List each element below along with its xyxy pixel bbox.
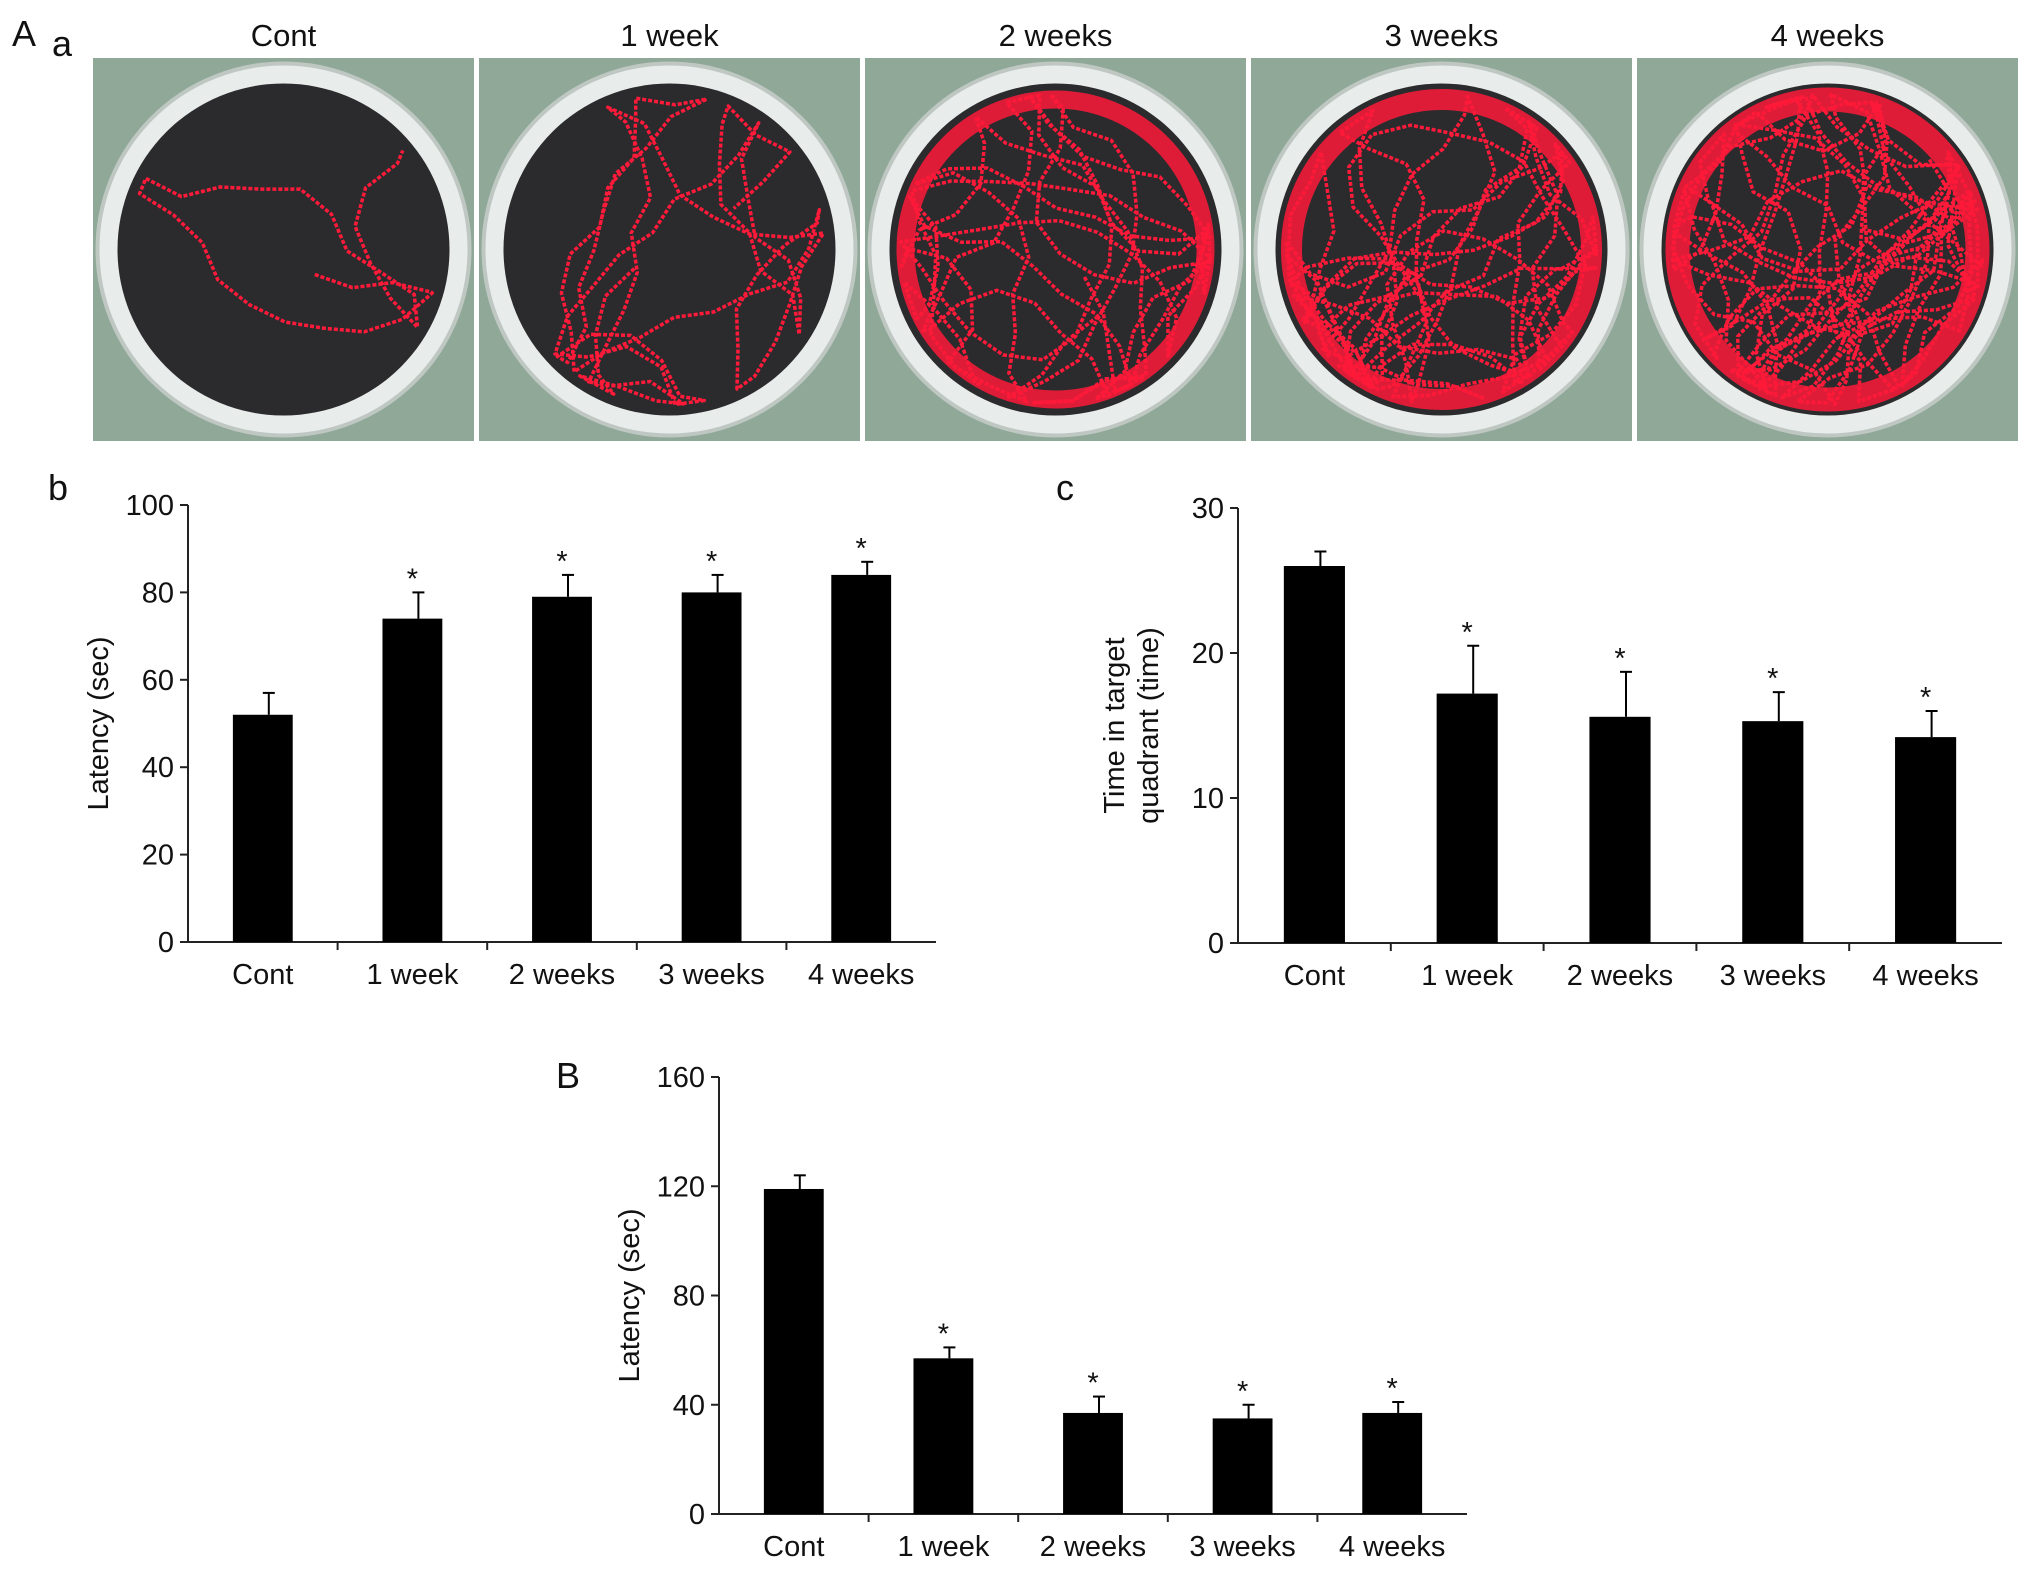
x-tick-label: 1 week bbox=[366, 959, 458, 991]
x-tick-label: 2 weeks bbox=[509, 959, 615, 991]
y-tick-label: 120 bbox=[657, 1171, 705, 1203]
panel-label: b bbox=[48, 467, 68, 508]
x-tick-label: 3 weeks bbox=[1720, 960, 1826, 992]
bar bbox=[763, 1188, 824, 1514]
significance: * bbox=[1237, 1376, 1248, 1408]
significance: * bbox=[1920, 682, 1931, 714]
x-tick-label: Cont bbox=[1284, 960, 1345, 992]
y-tick-label: 100 bbox=[126, 490, 174, 522]
panel-label: a bbox=[52, 23, 73, 64]
significance: * bbox=[407, 563, 418, 595]
edge-trace bbox=[896, 90, 1215, 409]
x-tick-label: 3 weeks bbox=[1189, 1531, 1295, 1563]
x-tick-label: 4 weeks bbox=[1872, 960, 1978, 992]
y-tick-label: 80 bbox=[142, 577, 174, 609]
bar bbox=[1436, 693, 1498, 943]
significance: * bbox=[706, 546, 717, 578]
x-tick-label: 2 weeks bbox=[1567, 960, 1673, 992]
y-axis-label: Latency (sec) bbox=[83, 636, 115, 810]
bar bbox=[1742, 721, 1804, 943]
bar bbox=[232, 714, 293, 942]
y-tick-label: 20 bbox=[142, 840, 174, 872]
photo-title: 2 weeks bbox=[999, 18, 1113, 53]
photo-title: 1 week bbox=[620, 18, 719, 53]
y-tick-label: 0 bbox=[689, 1499, 705, 1531]
x-tick-label: 3 weeks bbox=[658, 959, 764, 991]
x-tick-label: Cont bbox=[232, 959, 293, 991]
photo-title: 4 weeks bbox=[1771, 18, 1885, 53]
panel-label: A bbox=[12, 13, 36, 54]
bar bbox=[1362, 1412, 1423, 1514]
bar bbox=[1589, 716, 1651, 943]
significance: * bbox=[856, 533, 867, 565]
swim-path bbox=[137, 149, 435, 334]
bar bbox=[1895, 737, 1957, 943]
x-tick-label: Cont bbox=[763, 1531, 824, 1563]
bar bbox=[382, 618, 443, 942]
y-tick-label: 40 bbox=[142, 752, 174, 784]
bar bbox=[913, 1358, 974, 1514]
y-axis-label-line: Latency (sec) bbox=[83, 636, 115, 810]
y-tick-label: 0 bbox=[158, 927, 174, 959]
swim-path bbox=[1671, 92, 1984, 407]
significance: * bbox=[1767, 663, 1778, 695]
bar bbox=[1212, 1418, 1273, 1514]
pool-water bbox=[503, 83, 836, 416]
bar bbox=[681, 592, 742, 942]
x-tick-label: 4 weeks bbox=[1339, 1531, 1445, 1563]
bar bbox=[831, 574, 892, 942]
x-tick-label: 4 weeks bbox=[808, 959, 914, 991]
significance: * bbox=[1462, 617, 1473, 649]
y-axis-label: Latency (sec) bbox=[614, 1208, 646, 1382]
x-tick-label: 2 weeks bbox=[1040, 1531, 1146, 1563]
swim-path bbox=[553, 96, 826, 407]
x-tick-label: 1 week bbox=[1421, 960, 1513, 992]
significance: * bbox=[1387, 1373, 1398, 1405]
significance: * bbox=[938, 1318, 949, 1350]
edge-trace bbox=[1665, 87, 1990, 412]
y-tick-label: 80 bbox=[673, 1281, 705, 1313]
y-tick-label: 30 bbox=[1192, 493, 1224, 525]
y-tick-label: 40 bbox=[673, 1390, 705, 1422]
y-axis-label: Time in targetquadrant (time) bbox=[1099, 627, 1165, 824]
pool-water bbox=[117, 83, 450, 416]
panel-label: c bbox=[1056, 467, 1074, 508]
y-axis-label-line: Latency (sec) bbox=[614, 1208, 646, 1382]
bar bbox=[1063, 1412, 1123, 1514]
y-tick-label: 160 bbox=[657, 1062, 705, 1094]
y-axis-label-line: Time in target bbox=[1099, 637, 1131, 813]
significance: * bbox=[1087, 1368, 1098, 1400]
significance: * bbox=[1614, 643, 1625, 675]
y-tick-label: 10 bbox=[1192, 783, 1224, 815]
y-axis-label-line: quadrant (time) bbox=[1133, 627, 1165, 824]
photo-title: Cont bbox=[251, 18, 317, 53]
significance: * bbox=[556, 546, 567, 578]
edge-trace bbox=[1281, 89, 1602, 410]
bar bbox=[1283, 566, 1345, 943]
x-tick-label: 1 week bbox=[897, 1531, 989, 1563]
y-tick-label: 60 bbox=[142, 665, 174, 697]
bar bbox=[532, 596, 592, 942]
y-tick-label: 20 bbox=[1192, 638, 1224, 670]
swim-path bbox=[898, 92, 1213, 405]
panel-label: B bbox=[556, 1055, 580, 1096]
photo-title: 3 weeks bbox=[1385, 18, 1499, 53]
y-tick-label: 0 bbox=[1208, 928, 1224, 960]
